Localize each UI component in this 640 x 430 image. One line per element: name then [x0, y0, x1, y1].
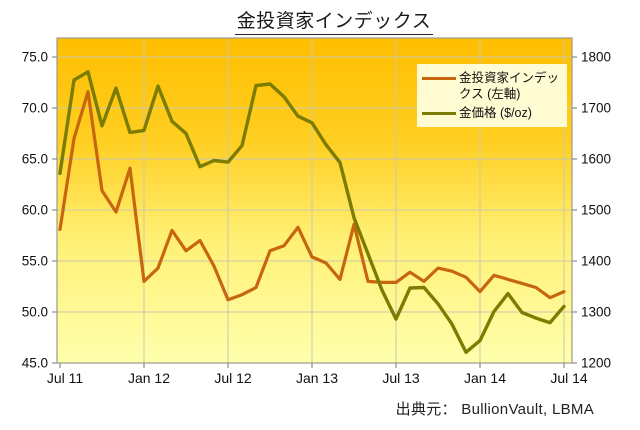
axis-ticks — [52, 56, 577, 368]
source-note: 出典元： BullionVault, LBMA — [395, 401, 594, 418]
x-axis-labels: Jul 11 Jan 12 Jul 12 Jan 13 Jul 13 Jan 14 Jul … — [47, 370, 588, 386]
svg-text:1700: 1700 — [581, 101, 611, 116]
svg-text:1600: 1600 — [581, 152, 611, 167]
legend-label-investor-index: 金投資家インデックス (左軸) — [459, 71, 560, 102]
left-axis-labels: 45.0 50.0 55.0 60.0 65.0 70.0 75.0 — [22, 50, 48, 371]
svg-text:Jan 13: Jan 13 — [296, 370, 338, 386]
svg-text:50.0: 50.0 — [22, 305, 48, 320]
legend-swatch-investor-index — [422, 77, 456, 80]
svg-text:Jul 12: Jul 12 — [214, 370, 252, 386]
svg-text:1200: 1200 — [581, 356, 611, 371]
series-gold-price-line — [58, 70, 566, 354]
svg-text:65.0: 65.0 — [22, 152, 48, 167]
svg-text:60.0: 60.0 — [22, 203, 48, 218]
legend-swatch-gold-price — [422, 111, 456, 115]
chart-title-text: 金投資家インデックス — [234, 6, 434, 35]
svg-text:45.0: 45.0 — [22, 356, 48, 371]
svg-text:1400: 1400 — [581, 254, 611, 269]
svg-text:55.0: 55.0 — [22, 254, 48, 269]
svg-text:Jan 12: Jan 12 — [128, 370, 170, 386]
legend-item-gold-price: 金価格 ($/oz) — [422, 105, 562, 121]
series-investor-index-line — [58, 90, 566, 302]
legend-item-investor-index: 金投資家インデックス (左軸) — [422, 70, 562, 103]
svg-text:Jul 13: Jul 13 — [382, 370, 420, 386]
svg-text:Jul 11: Jul 11 — [47, 370, 84, 386]
svg-text:1500: 1500 — [581, 203, 611, 218]
svg-text:75.0: 75.0 — [22, 50, 48, 65]
svg-text:1800: 1800 — [581, 50, 611, 65]
svg-text:70.0: 70.0 — [22, 101, 48, 116]
svg-text:1300: 1300 — [581, 305, 611, 320]
plot-border — [56, 37, 573, 364]
svg-text:Jan 14: Jan 14 — [464, 370, 506, 386]
legend: 金投資家インデックス (左軸) 金価格 ($/oz) — [417, 64, 567, 127]
right-axis-labels: 1200 1300 1400 1500 1600 1700 1800 — [581, 50, 611, 371]
legend-label-gold-price: 金価格 ($/oz) — [459, 105, 532, 120]
svg-text:Jul 14: Jul 14 — [550, 370, 588, 386]
chart-title: 金投資家インデックス — [0, 6, 640, 35]
